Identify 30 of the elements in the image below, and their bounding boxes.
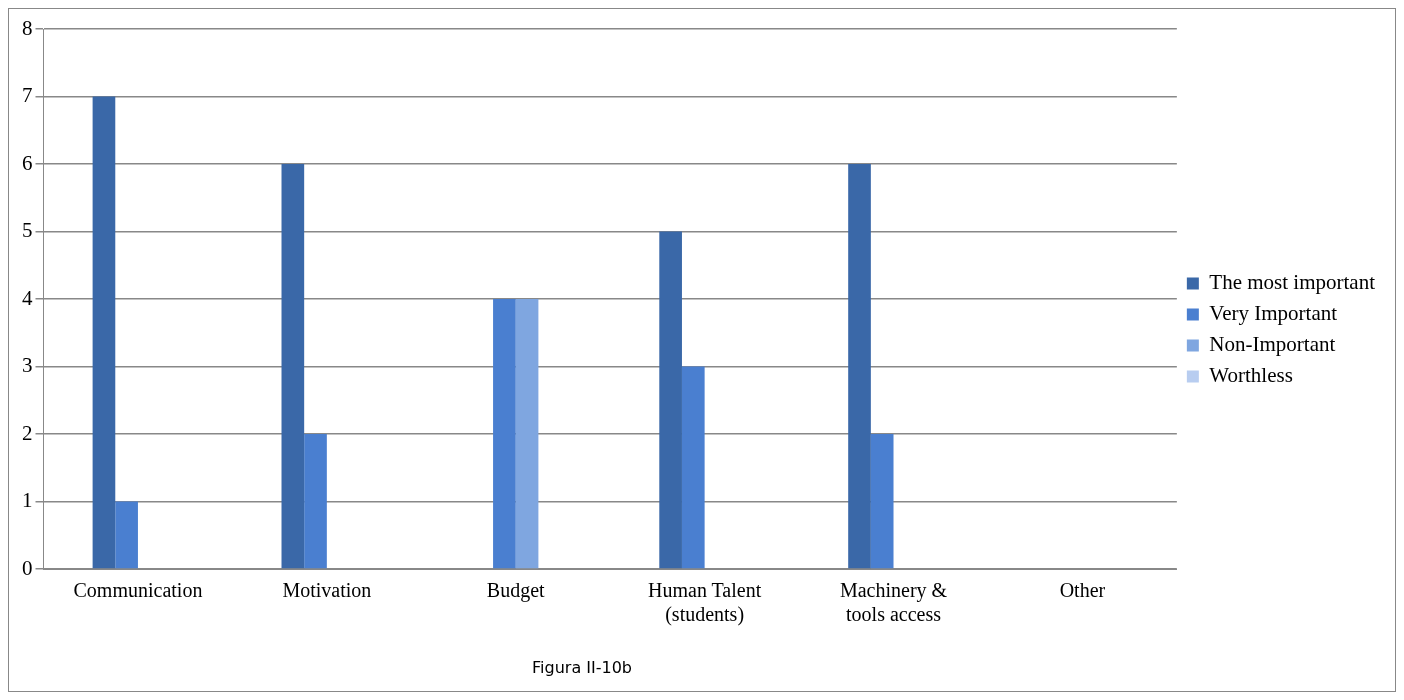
bar <box>304 434 327 569</box>
bar <box>681 366 705 569</box>
bar <box>870 434 894 569</box>
y-tick-label: 8 <box>22 15 33 40</box>
legend-label: Very Important <box>1209 301 1338 326</box>
y-tick-label: 7 <box>22 83 33 108</box>
legend-label: Non-Important <box>1209 332 1336 357</box>
x-tick-label: Budget <box>486 579 546 603</box>
bar <box>848 164 871 569</box>
bar <box>515 299 539 569</box>
x-tick-label: Human Talent (students) <box>648 579 762 627</box>
x-tick-label: Motivation <box>282 579 372 602</box>
x-tick-label: Other <box>1059 579 1106 602</box>
x-tick-label: Machinery & tools access <box>839 579 948 626</box>
y-tick-label: 6 <box>22 150 33 175</box>
bar <box>659 231 682 569</box>
bar <box>92 96 116 569</box>
x-tick-label: Communication <box>73 579 203 602</box>
y-tick-label: 2 <box>22 420 33 445</box>
y-tick-label: 4 <box>22 285 33 310</box>
bar <box>493 299 516 569</box>
legend-label: Worthless <box>1209 363 1293 388</box>
bar <box>281 164 305 569</box>
legend-label: The most important <box>1209 270 1376 295</box>
y-tick-label: 1 <box>22 488 33 513</box>
text: Figura II-10b <box>532 658 632 677</box>
bar <box>115 501 138 569</box>
y-tick-label: 3 <box>22 353 33 378</box>
y-tick-label: 0 <box>22 555 33 580</box>
y-tick-label: 5 <box>22 218 33 243</box>
